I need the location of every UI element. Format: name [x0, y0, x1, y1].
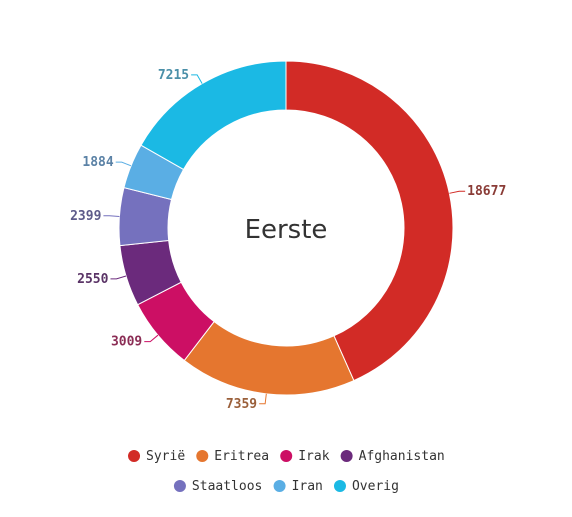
data-label: 3009	[111, 335, 142, 350]
data-label: 7215	[158, 68, 189, 83]
data-label: 2550	[77, 272, 108, 287]
label-connector	[115, 161, 132, 167]
legend-marker	[333, 480, 346, 492]
legend-label: Eritrea	[214, 449, 269, 464]
legend-item-staatloos[interactable]: Staatloos	[173, 479, 262, 494]
legend-label: Iran	[292, 479, 323, 494]
slices-layer	[118, 60, 454, 396]
legend-marker	[340, 450, 353, 462]
center-label: Eerste	[245, 215, 328, 245]
legend-item-syri-[interactable]: Syrië	[128, 449, 185, 464]
legend-label: Afghanistan	[359, 449, 445, 464]
data-label: 2399	[70, 209, 101, 224]
data-label: 1884	[82, 155, 113, 170]
legend-marker	[280, 450, 293, 462]
label-connector	[110, 275, 127, 280]
slice-overig[interactable]	[140, 60, 287, 171]
legend-label: Syrië	[146, 449, 185, 464]
legend-item-afghanistan[interactable]: Afghanistan	[340, 449, 445, 464]
legend-marker	[196, 450, 209, 462]
data-label: 7359	[226, 397, 257, 412]
legend-marker	[273, 480, 286, 492]
label-connector	[144, 334, 159, 343]
legend-item-eritrea[interactable]: Eritrea	[196, 449, 269, 464]
legend-marker	[173, 480, 186, 492]
legend-item-overig[interactable]: Overig	[333, 479, 399, 494]
legend-marker	[128, 450, 141, 462]
legend-item-irak[interactable]: Irak	[280, 449, 330, 464]
label-connector	[191, 74, 203, 84]
label-connector	[449, 190, 466, 194]
slice-eritrea[interactable]	[183, 320, 355, 396]
legend-label: Overig	[352, 479, 399, 494]
legend-label: Staatloos	[192, 479, 262, 494]
labels-layer: 18677 7359 3009 2550 2399 1884 7215	[70, 68, 506, 412]
slice-syri-[interactable]	[285, 60, 454, 382]
legend: Syrië Eritrea Irak Afghanistan Staatloos Iran…	[128, 449, 445, 494]
label-connector	[259, 393, 267, 405]
label-connector	[103, 215, 120, 217]
legend-label: Irak	[298, 449, 329, 464]
data-label: 18677	[467, 184, 506, 199]
legend-item-iran[interactable]: Iran	[273, 479, 323, 494]
